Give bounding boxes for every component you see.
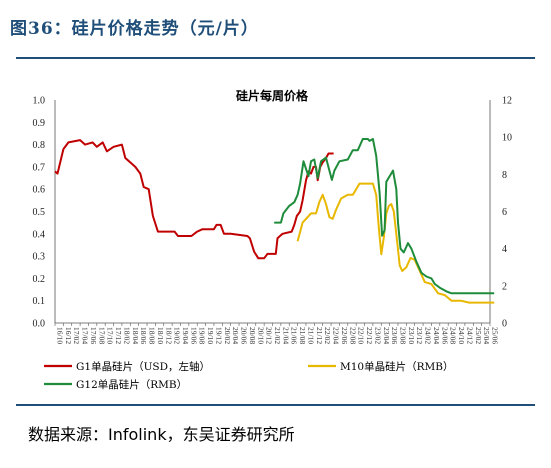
- right-tick-label: 6: [502, 207, 507, 218]
- x-tick-label: 24/10: [457, 327, 466, 344]
- x-tick-label: 24/08: [449, 327, 458, 344]
- x-tick-label: 23/04: [382, 327, 391, 344]
- left-tick-label: 0.1: [33, 296, 46, 307]
- x-tick-label: 24/04: [432, 327, 441, 344]
- x-tick-label: 17/04: [81, 327, 90, 344]
- x-tick-label: 20/04: [231, 327, 240, 344]
- left-tick-label: 0.3: [33, 252, 46, 263]
- left-tick-label: 0.0: [33, 319, 46, 330]
- legend-label: G1单晶硅片（USD，左轴）: [76, 360, 210, 373]
- x-tick-label: 21/12: [315, 327, 324, 344]
- series-lines: [54, 138, 495, 304]
- x-tick-label: 16/10: [56, 327, 65, 344]
- x-tick-label: 20/10: [256, 327, 265, 344]
- right-tick-label: 10: [502, 133, 512, 144]
- x-tick-label: 17/10: [106, 327, 115, 344]
- left-tick-label: 0.6: [33, 185, 46, 196]
- x-axis: 16/10 16/12 17/02 17/04 17/06 17/08 17/10 17/12…: [54, 323, 500, 344]
- left-tick-label: 0.9: [33, 118, 46, 129]
- x-tick-label: 20/08: [248, 327, 257, 344]
- figure-title: 图36：硅片价格走势（元/片）: [10, 19, 259, 39]
- x-tick-label: 19/08: [198, 327, 207, 344]
- x-tick-label: 21/06: [290, 327, 299, 344]
- right-tick-label: 4: [502, 244, 507, 255]
- x-tick-label: 22/06: [340, 327, 349, 344]
- x-tick-label: 19/06: [189, 327, 198, 344]
- x-tick-label: 22/04: [332, 327, 341, 344]
- left-tick-label: 0.8: [33, 140, 46, 151]
- x-tick-label: 22/10: [357, 327, 366, 344]
- x-tick-label: 22/08: [348, 327, 357, 344]
- right-tick-label: 8: [502, 170, 507, 181]
- x-tick-label: 22/12: [365, 327, 374, 344]
- x-tick-label: 17/06: [89, 327, 98, 344]
- x-tick-label: 16/12: [64, 327, 73, 344]
- right-tick-label: 0: [502, 319, 507, 330]
- x-tick-label: 18/08: [148, 327, 157, 344]
- x-tick-label: 17/12: [114, 327, 123, 344]
- series-line-1: [296, 182, 495, 304]
- left-tick-label: 1.0: [33, 96, 46, 107]
- x-tick-label: 20/02: [223, 327, 232, 344]
- chart-title: 硅片每周价格: [236, 88, 309, 103]
- x-tick-label: 21/02: [273, 327, 282, 344]
- x-tick-label: 23/12: [415, 327, 424, 344]
- source-note: 数据来源：Infolink，东吴证券研究所: [28, 425, 295, 444]
- plot-axes: [54, 100, 491, 324]
- bottom-rule: [16, 404, 535, 406]
- x-tick-label: 19/04: [181, 327, 190, 344]
- right-tick-label: 12: [502, 96, 512, 107]
- left-tick-label: 0.7: [33, 162, 46, 173]
- left-tick-label: 0.2: [33, 274, 46, 285]
- legend-label: M10单晶硅片（RMB）: [340, 360, 454, 373]
- x-tick-label: 25/02: [474, 327, 483, 344]
- x-tick-label: 17/02: [72, 327, 81, 344]
- x-tick-label: 25/04: [482, 327, 491, 344]
- x-tick-label: 23/10: [407, 327, 416, 344]
- x-tick-label: 24/06: [440, 327, 449, 344]
- legend-label: G12单晶硅片（RMB）: [76, 378, 187, 391]
- x-tick-label: 20/06: [240, 327, 249, 344]
- x-tick-label: 23/08: [398, 327, 407, 344]
- x-tick-label: 19/02: [173, 327, 182, 344]
- x-tick-label: 19/10: [206, 327, 215, 344]
- x-tick-label: 21/04: [281, 327, 290, 344]
- x-tick-label: 17/08: [97, 327, 106, 344]
- right-tick-label: 2: [502, 281, 507, 292]
- x-tick-label: 21/10: [306, 327, 315, 344]
- x-tick-label: 24/02: [424, 327, 433, 344]
- x-tick-label: 18/06: [139, 327, 148, 344]
- x-tick-label: 18/12: [164, 327, 173, 344]
- x-tick-label: 24/12: [465, 327, 474, 344]
- x-tick-label: 22/02: [323, 327, 332, 344]
- series-line-2: [274, 138, 495, 295]
- x-tick-label: 23/02: [373, 327, 382, 344]
- x-tick-label: 18/10: [156, 327, 165, 344]
- series-line-0: [54, 139, 334, 260]
- left-tick-label: 0.5: [33, 207, 46, 218]
- left-tick-label: 0.4: [33, 229, 46, 240]
- x-tick-label: 20/12: [265, 327, 274, 344]
- top-rule: [16, 57, 535, 59]
- x-tick-label: 19/12: [214, 327, 223, 344]
- x-tick-label: 23/06: [390, 327, 399, 344]
- left-axis: 0.0 0.1 0.2 0.3 0.4 0.5 0.6 0.7 0.8 0.9 1.0: [33, 96, 46, 330]
- right-axis: 0 2 4 6 8 10 12: [502, 96, 512, 330]
- x-tick-label: 18/02: [122, 327, 131, 344]
- x-tick-label: 21/08: [298, 327, 307, 344]
- legend: G1单晶硅片（USD，左轴） M10单晶硅片（RMB） G12单晶硅片（RMB）: [44, 360, 454, 391]
- x-tick-label: 18/04: [131, 327, 140, 344]
- x-tick-label: 25/06: [491, 327, 500, 344]
